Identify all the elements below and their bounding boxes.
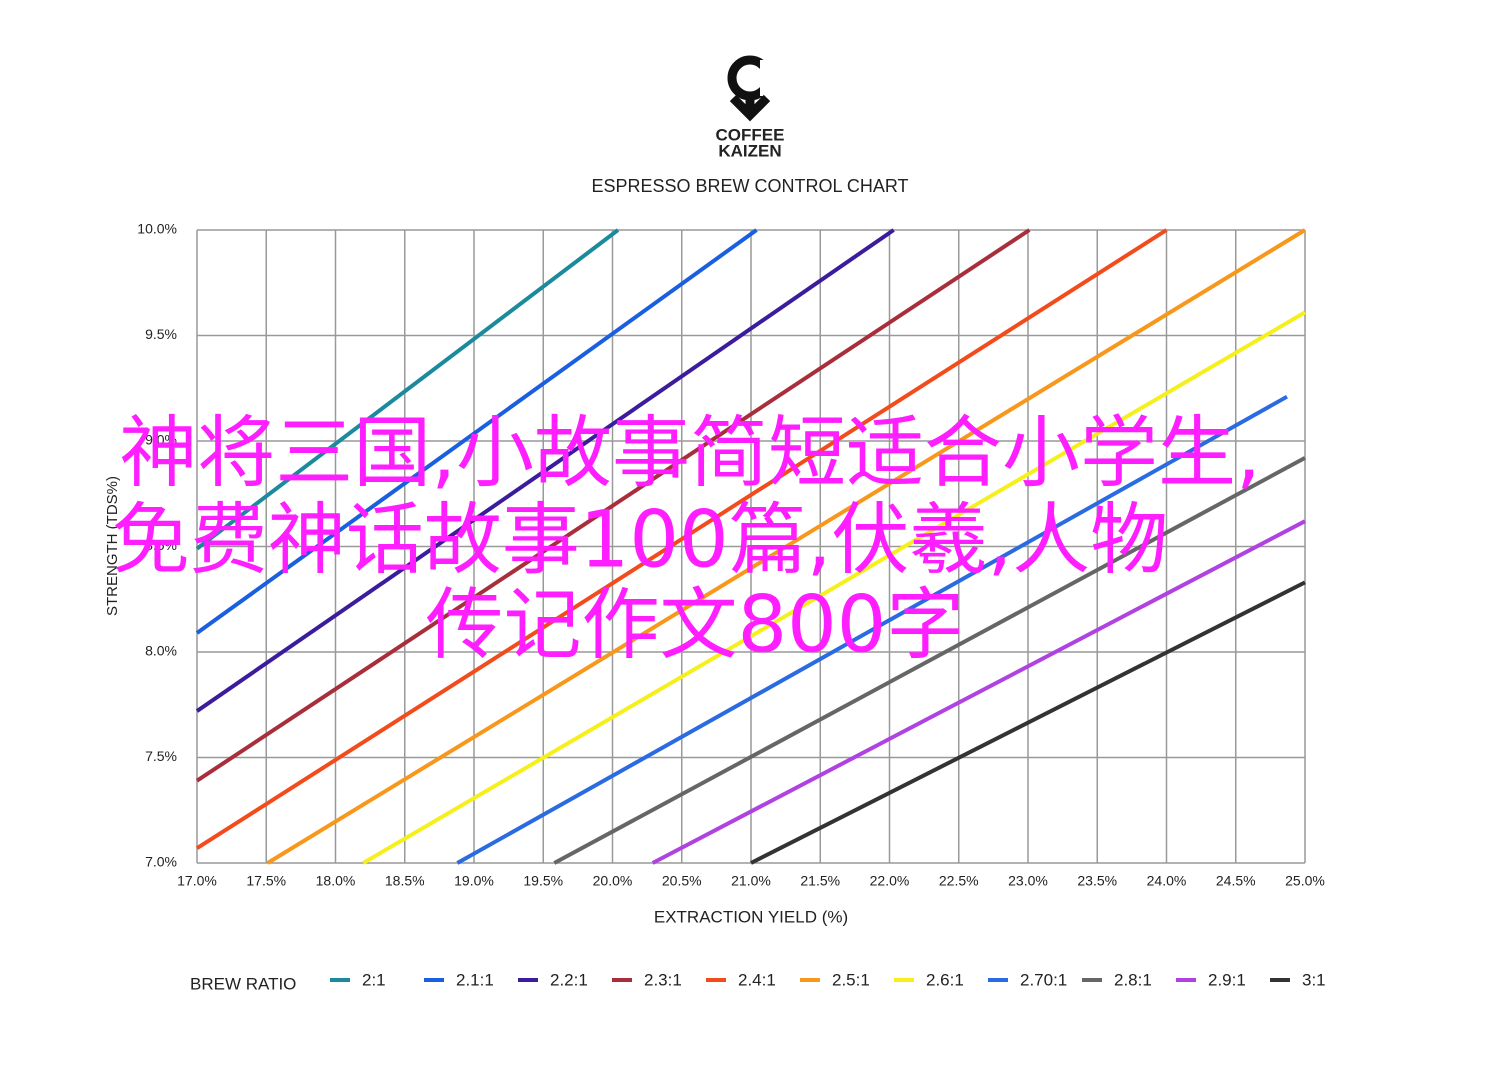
legend-label: 2.6:1 — [926, 970, 964, 989]
series-line — [750, 580, 1306, 865]
x-tick-label: 25.0% — [1285, 873, 1325, 889]
legend-title: BREW RATIO — [190, 974, 296, 993]
x-tick-label: 21.5% — [800, 873, 840, 889]
x-tick-label: 23.0% — [1008, 873, 1048, 889]
series-line — [195, 228, 758, 635]
legend-label: 2.3:1 — [644, 970, 682, 989]
x-tick-label: 20.5% — [662, 873, 702, 889]
x-axis-label: EXTRACTION YIELD (%) — [654, 907, 848, 926]
series-line — [362, 310, 1307, 865]
series-line — [456, 394, 1288, 865]
legend-label: 3:1 — [1302, 970, 1326, 989]
x-tick-label: 20.0% — [593, 873, 633, 889]
x-tick-label: 17.0% — [177, 873, 217, 889]
x-tick-label: 24.0% — [1147, 873, 1187, 889]
y-tick-label: 9.0% — [145, 432, 177, 448]
series-line — [651, 519, 1306, 865]
legend-label: 2.70:1 — [1020, 970, 1067, 989]
overlay-text: 神将三国,小故事简短适合小学生, — [119, 408, 1261, 498]
overlay-text: 免费神话故事100篇,伏羲,人物 — [112, 495, 1168, 585]
series-line — [266, 228, 1307, 865]
x-tick-label: 21.0% — [731, 873, 771, 889]
series-line — [553, 456, 1306, 865]
y-tick-label: 7.5% — [145, 748, 177, 764]
x-tick-label: 19.5% — [523, 873, 563, 889]
overlay-text: 传记作文800字 — [426, 580, 965, 670]
legend-label: 2.5:1 — [832, 970, 870, 989]
y-tick-label: 10.0% — [137, 221, 177, 237]
legend-label: 2.1:1 — [456, 970, 494, 989]
y-tick-label: 9.5% — [145, 326, 177, 342]
y-axis-label: STRENGTH (TDS%) — [104, 476, 121, 616]
series-line — [195, 228, 620, 551]
legend-label: 2.9:1 — [1208, 970, 1246, 989]
series-line — [195, 228, 1168, 850]
x-tick-label: 19.0% — [454, 873, 494, 889]
x-tick-label: 22.0% — [870, 873, 910, 889]
legend-label: 2.8:1 — [1114, 970, 1152, 989]
x-tick-label: 18.5% — [385, 873, 425, 889]
logo-text: KAIZEN — [718, 141, 781, 160]
x-tick-label: 18.0% — [316, 873, 356, 889]
x-tick-label: 17.5% — [246, 873, 286, 889]
legend-label: 2:1 — [362, 970, 386, 989]
x-tick-label: 22.5% — [939, 873, 979, 889]
y-tick-label: 8.5% — [145, 537, 177, 553]
legend-label: 2.4:1 — [738, 970, 776, 989]
y-tick-label: 8.0% — [145, 643, 177, 659]
logo-text: COFFEE — [716, 125, 785, 144]
logo-mark — [727, 55, 776, 122]
chart-title: ESPRESSO BREW CONTROL CHART — [591, 176, 908, 196]
legend-label: 2.2:1 — [550, 970, 588, 989]
x-tick-label: 23.5% — [1077, 873, 1117, 889]
series-line — [195, 228, 1031, 783]
x-tick-label: 24.5% — [1216, 873, 1256, 889]
plot-area: 17.0% 17.5% 18.0% 18.5% 19.0% 19.5% 20.0% 20.5%… — [137, 221, 1325, 889]
series-line — [195, 228, 895, 713]
y-tick-label: 7.0% — [145, 854, 177, 870]
